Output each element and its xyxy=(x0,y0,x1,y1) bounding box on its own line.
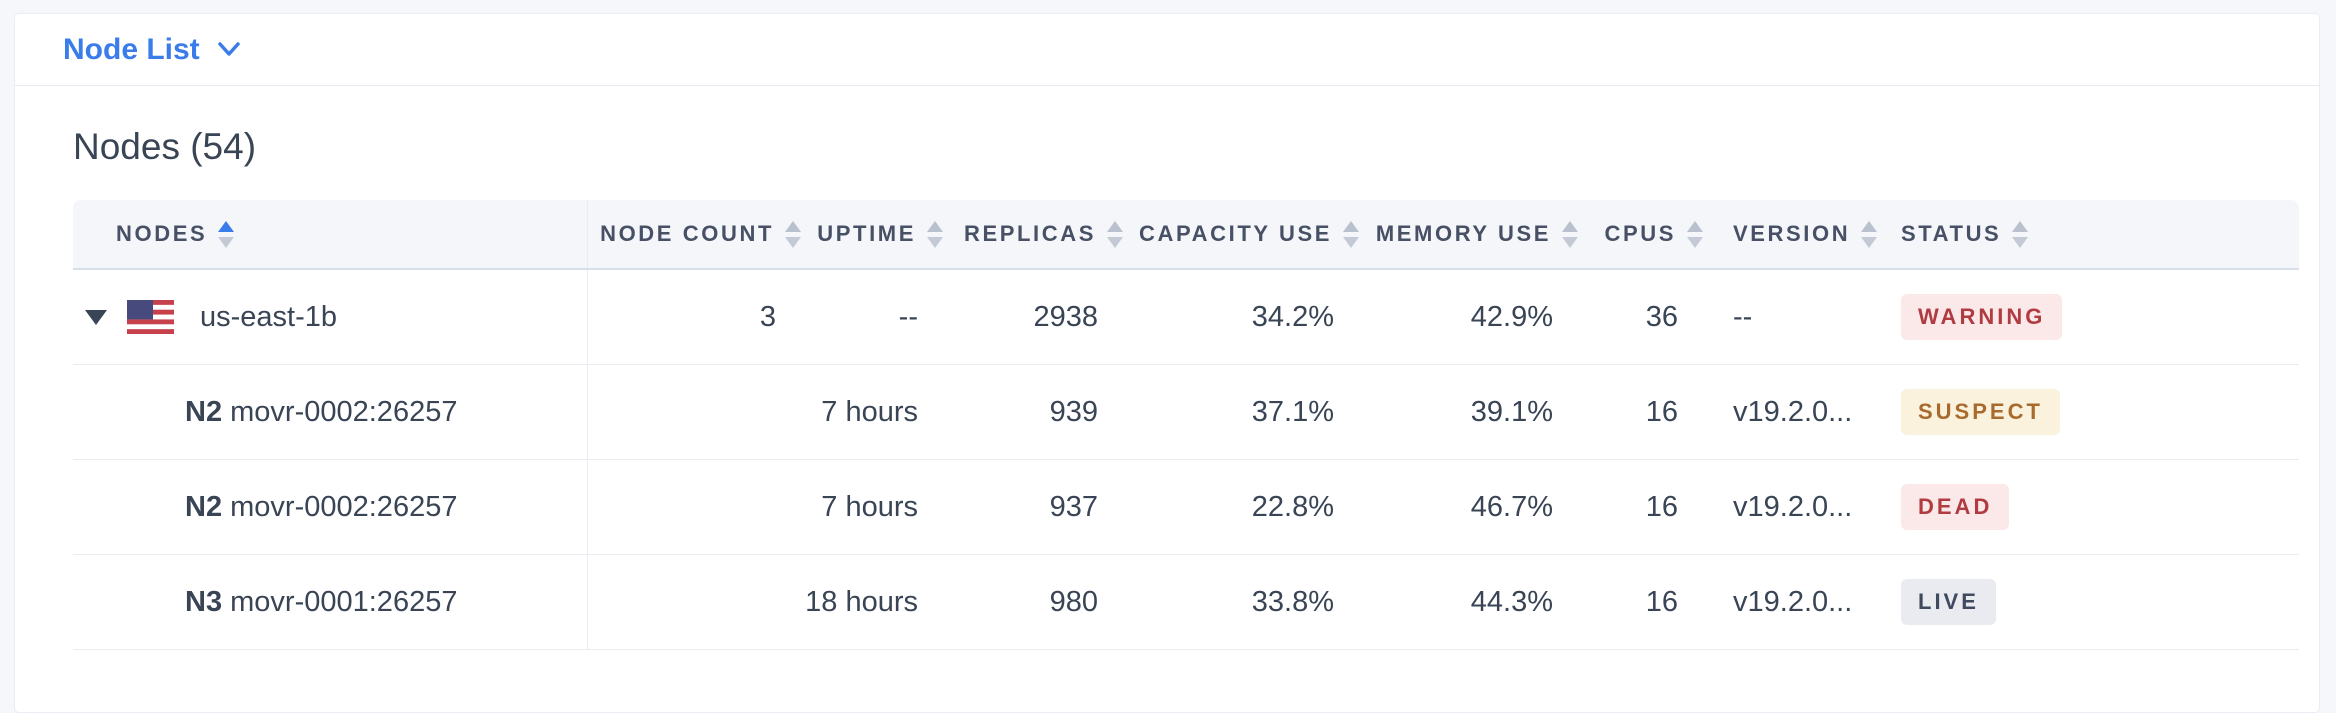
status-badge: LIVE xyxy=(1901,579,1996,625)
column-header-label: UPTIME xyxy=(817,221,916,246)
status-cell: SUSPECT xyxy=(1881,365,2299,459)
sort-icon xyxy=(1861,220,1878,248)
node-name: N2 movr-0002:26257 xyxy=(73,491,457,524)
node-id: N2 xyxy=(185,490,223,523)
capacity-use-cell: 34.2% xyxy=(1251,300,1334,333)
view-selector-bar: Node List xyxy=(15,14,2319,86)
sort-icon xyxy=(218,220,235,248)
capacity-use-cell: 37.1% xyxy=(1251,395,1334,428)
collapse-caret-icon[interactable] xyxy=(85,309,107,325)
status-cell: DEAD xyxy=(1881,460,2299,554)
replicas-cell: 939 xyxy=(1049,395,1098,428)
uptime-cell: 18 hours xyxy=(805,585,918,618)
node-address: movr-0002:26257 xyxy=(230,490,458,523)
content-area: Nodes (54) NODES NODE COUNT UPTIME REPLICAS… xyxy=(15,86,2319,650)
memory-use-cell: 44.3% xyxy=(1470,585,1553,618)
version-cell: v19.2.0... xyxy=(1733,585,1853,618)
column-header-label: REPLICAS xyxy=(963,221,1096,246)
page-title: Nodes (54) xyxy=(73,126,257,167)
nodes-cell: us-east-1b xyxy=(73,270,588,364)
column-header-label: NODE COUNT xyxy=(600,221,774,246)
cpus-cell: 36 xyxy=(1645,300,1678,333)
sort-icon xyxy=(1343,220,1359,248)
version-cell: v19.2.0... xyxy=(1733,395,1853,428)
sort-icon xyxy=(1687,220,1703,248)
locality-name: us-east-1b xyxy=(200,300,338,333)
status-cell: WARNING xyxy=(1881,270,2299,364)
status-badge: WARNING xyxy=(1901,294,2063,340)
column-header-version[interactable]: VERSION xyxy=(1713,200,1881,268)
status-badge: DEAD xyxy=(1901,484,2010,530)
sort-icon xyxy=(2012,220,2029,248)
capacity-use-cell: 33.8% xyxy=(1251,585,1334,618)
column-header-label: CAPACITY USE xyxy=(1139,221,1332,246)
node-name: N2 movr-0002:26257 xyxy=(73,396,457,429)
view-dropdown[interactable]: Node List xyxy=(63,33,240,67)
column-header-node-count[interactable]: NODE COUNT xyxy=(588,200,811,268)
view-dropdown-label: Node List xyxy=(63,32,200,66)
us-flag-icon xyxy=(127,300,174,334)
node-id: N2 xyxy=(185,395,223,428)
uptime-cell: 7 hours xyxy=(821,490,918,523)
nodes-table: NODES NODE COUNT UPTIME REPLICAS CAPACITY US… xyxy=(73,200,2299,650)
replicas-cell: 937 xyxy=(1049,490,1098,523)
replicas-cell: 980 xyxy=(1049,585,1098,618)
column-header-label: MEMORY USE xyxy=(1375,221,1551,246)
table-header-row: NODES NODE COUNT UPTIME REPLICAS CAPACITY US… xyxy=(73,200,2299,270)
node-row[interactable]: N2 movr-0002:26257 7 hours 939 37.1% 39.1% 16… xyxy=(73,365,2299,460)
node-count-cell xyxy=(588,555,811,649)
node-id: N3 xyxy=(185,585,223,618)
node-address: movr-0001:26257 xyxy=(230,585,458,618)
sort-icon xyxy=(1107,220,1123,248)
nodes-cell: N3 movr-0001:26257 xyxy=(73,555,588,649)
node-count-cell: 3 xyxy=(759,300,776,333)
column-header-nodes[interactable]: NODES xyxy=(73,200,588,268)
nodes-cell: N2 movr-0002:26257 xyxy=(73,365,588,459)
column-header-label: STATUS xyxy=(1901,221,2002,246)
memory-use-cell: 46.7% xyxy=(1470,490,1553,523)
column-header-memory-use[interactable]: MEMORY USE xyxy=(1369,200,1588,268)
sort-icon xyxy=(785,220,801,248)
sort-icon xyxy=(1562,220,1578,248)
node-row[interactable]: N3 movr-0001:26257 18 hours 980 33.8% 44.3% 1… xyxy=(73,555,2299,650)
column-header-label: VERSION xyxy=(1733,221,1851,246)
column-header-replicas[interactable]: REPLICAS xyxy=(953,200,1133,268)
node-list-card: Node List Nodes (54) NODES NODE COUNT UPTI… xyxy=(14,13,2320,713)
column-header-uptime[interactable]: UPTIME xyxy=(811,200,953,268)
cpus-cell: 16 xyxy=(1645,585,1678,618)
cpus-cell: 16 xyxy=(1645,490,1678,523)
memory-use-cell: 39.1% xyxy=(1470,395,1553,428)
memory-use-cell: 42.9% xyxy=(1470,300,1553,333)
node-name: N3 movr-0001:26257 xyxy=(73,586,457,619)
node-row[interactable]: N2 movr-0002:26257 7 hours 937 22.8% 46.7% 16… xyxy=(73,460,2299,555)
column-header-cpus[interactable]: CPUS xyxy=(1588,200,1713,268)
column-header-status[interactable]: STATUS xyxy=(1881,200,2299,268)
node-address: movr-0002:26257 xyxy=(230,395,458,428)
version-cell: -- xyxy=(1733,300,1753,333)
nodes-cell: N2 movr-0002:26257 xyxy=(73,460,588,554)
sort-icon xyxy=(927,220,943,248)
cpus-cell: 16 xyxy=(1645,395,1678,428)
locality-group-row[interactable]: us-east-1b 3 -- 2938 34.2% 42.9% 36 -- WARNING xyxy=(73,270,2299,365)
chevron-down-icon xyxy=(217,42,240,56)
uptime-cell: 7 hours xyxy=(821,395,918,428)
capacity-use-cell: 22.8% xyxy=(1251,490,1334,523)
table-body: us-east-1b 3 -- 2938 34.2% 42.9% 36 -- WARNING N2… xyxy=(73,270,2299,650)
column-header-label: CPUS xyxy=(1604,221,1676,246)
status-badge: SUSPECT xyxy=(1901,389,2060,435)
status-cell: LIVE xyxy=(1881,555,2299,649)
uptime-cell: -- xyxy=(898,300,918,333)
node-count-cell xyxy=(588,460,811,554)
replicas-cell: 2938 xyxy=(1033,300,1098,333)
column-header-label: NODES xyxy=(116,221,208,246)
node-count-cell xyxy=(588,365,811,459)
version-cell: v19.2.0... xyxy=(1733,490,1853,523)
column-header-capacity-use[interactable]: CAPACITY USE xyxy=(1133,200,1369,268)
